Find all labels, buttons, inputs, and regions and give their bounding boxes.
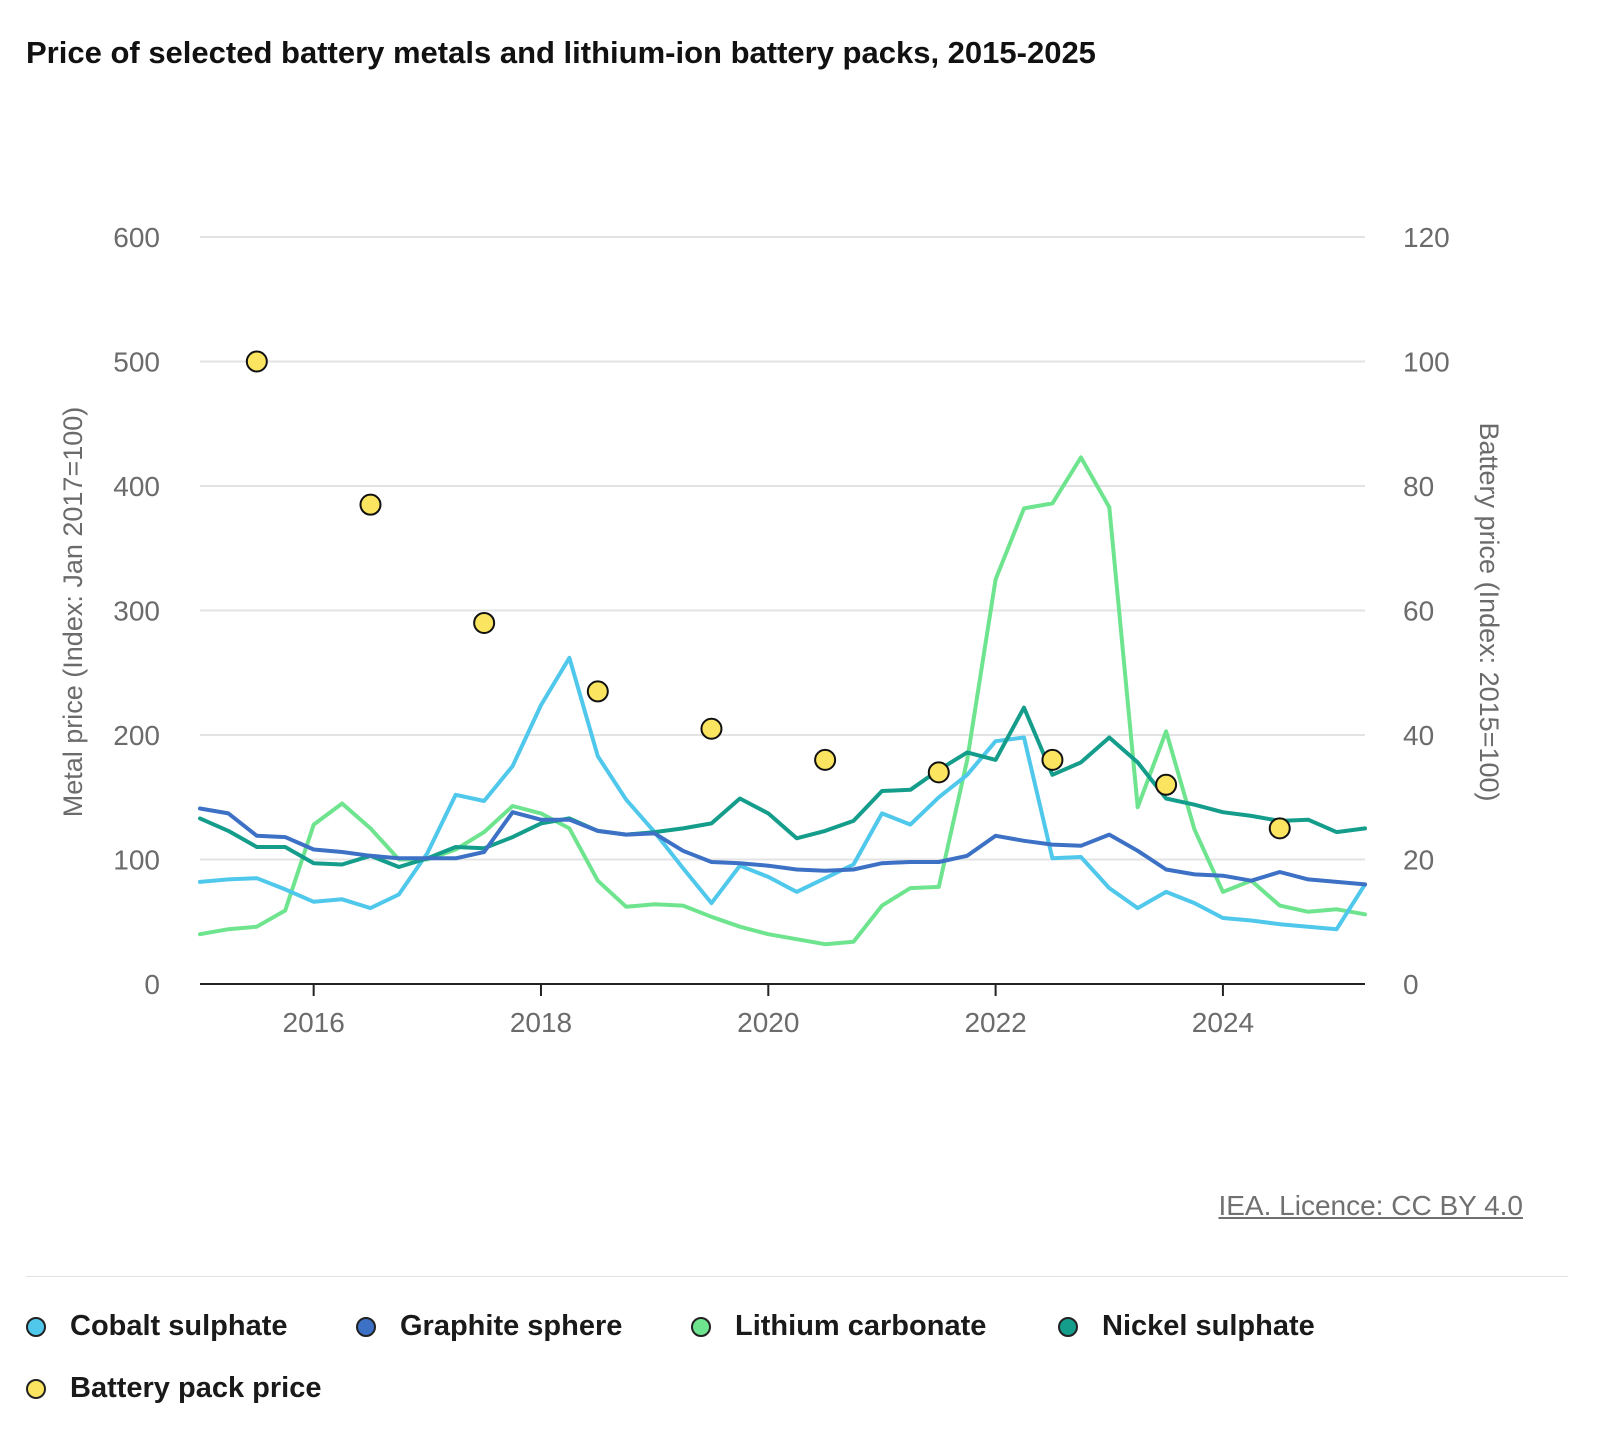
battery-pack-point (473, 611, 496, 634)
right-tick-label: 40 (1403, 720, 1434, 751)
series-line-nickel-sulphate (198, 705, 1367, 869)
gridlines (200, 236, 1365, 861)
right-tick-label: 80 (1403, 471, 1434, 502)
x-tick-label: 2024 (1192, 1007, 1254, 1038)
battery-pack-point (814, 748, 837, 771)
battery-pack-point (245, 350, 268, 373)
legend-item-graphite-sphere[interactable]: Graphite sphere (356, 1310, 622, 1343)
left-tick-label: 100 (113, 845, 160, 876)
legend-label: Cobalt sulphate (70, 1310, 288, 1342)
left-tick-label: 200 (113, 720, 160, 751)
legend-label: Battery pack price (70, 1372, 322, 1404)
left-axis-ticks: 0 100 200 300 400 500 600 (113, 222, 160, 1000)
left-tick-label: 500 (113, 347, 160, 378)
battery-pack-point (927, 761, 950, 784)
x-tick-label: 2016 (283, 1007, 345, 1038)
right-tick-label: 120 (1403, 222, 1450, 253)
legend-nickel-sulphate-dot-icon (1058, 1316, 1078, 1337)
series-line-graphite-sphere (198, 806, 1367, 887)
legend-item-nickel-sulphate[interactable]: Nickel sulphate (1058, 1310, 1315, 1343)
legend-lithium-carbonate-dot-icon (691, 1316, 711, 1337)
left-tick-label: 0 (144, 969, 160, 1000)
left-tick-label: 300 (113, 596, 160, 627)
right-axis-ticks: 0 20 40 60 80 100 120 (1403, 222, 1450, 1000)
right-tick-label: 20 (1403, 845, 1434, 876)
battery-pack-point (1155, 773, 1178, 796)
battery-pack-point (586, 680, 609, 703)
legend-label: Lithium carbonate (735, 1310, 987, 1342)
legend-item-lithium-carbonate[interactable]: Lithium carbonate (691, 1310, 986, 1343)
x-tick-label: 2022 (964, 1007, 1026, 1038)
left-axis-title: Metal price (Index: Jan 2017=100) (58, 407, 88, 818)
legend-label: Nickel sulphate (1102, 1310, 1315, 1342)
battery-pack-point (1041, 748, 1064, 771)
legend-label: Graphite sphere (400, 1310, 623, 1342)
battery-pack-points (245, 350, 1291, 840)
battery-pack-point (700, 717, 723, 740)
chart: 0 100 200 300 400 500 600 0 20 40 60 80 100 120 2016… (58, 222, 1504, 1038)
battery-pack-point (359, 493, 382, 516)
left-tick-label: 400 (113, 471, 160, 502)
x-tick-label: 2018 (510, 1007, 572, 1038)
right-axis-title: Battery price (Index: 2015=100) (1474, 423, 1504, 802)
series-line-cobalt-sulphate (198, 655, 1367, 932)
licence-link[interactable]: IEA. Licence: CC BY 4.0 (1218, 1190, 1523, 1221)
right-tick-label: 100 (1403, 347, 1450, 378)
legend-item-battery-pack-price[interactable]: Battery pack price (26, 1372, 321, 1405)
x-tick-label: 2020 (737, 1007, 799, 1038)
chart-title: Price of selected battery metals and lit… (26, 35, 1096, 70)
battery-pack-point (1268, 817, 1291, 840)
left-tick-label: 600 (113, 222, 160, 253)
legend-cobalt-sulphate-dot-icon (26, 1316, 46, 1337)
x-axis: 2016 2018 2020 2022 2024 (200, 983, 1365, 1038)
right-tick-label: 0 (1403, 969, 1419, 1000)
legend-item-cobalt-sulphate[interactable]: Cobalt sulphate (26, 1310, 288, 1343)
right-tick-label: 60 (1403, 596, 1434, 627)
legend-divider (26, 1276, 1568, 1277)
legend-battery-pack-price-dot-icon (26, 1378, 46, 1399)
series-line-lithium-carbonate (198, 455, 1367, 947)
series-lines (198, 455, 1367, 947)
legend-graphite-sphere-dot-icon (356, 1316, 376, 1337)
